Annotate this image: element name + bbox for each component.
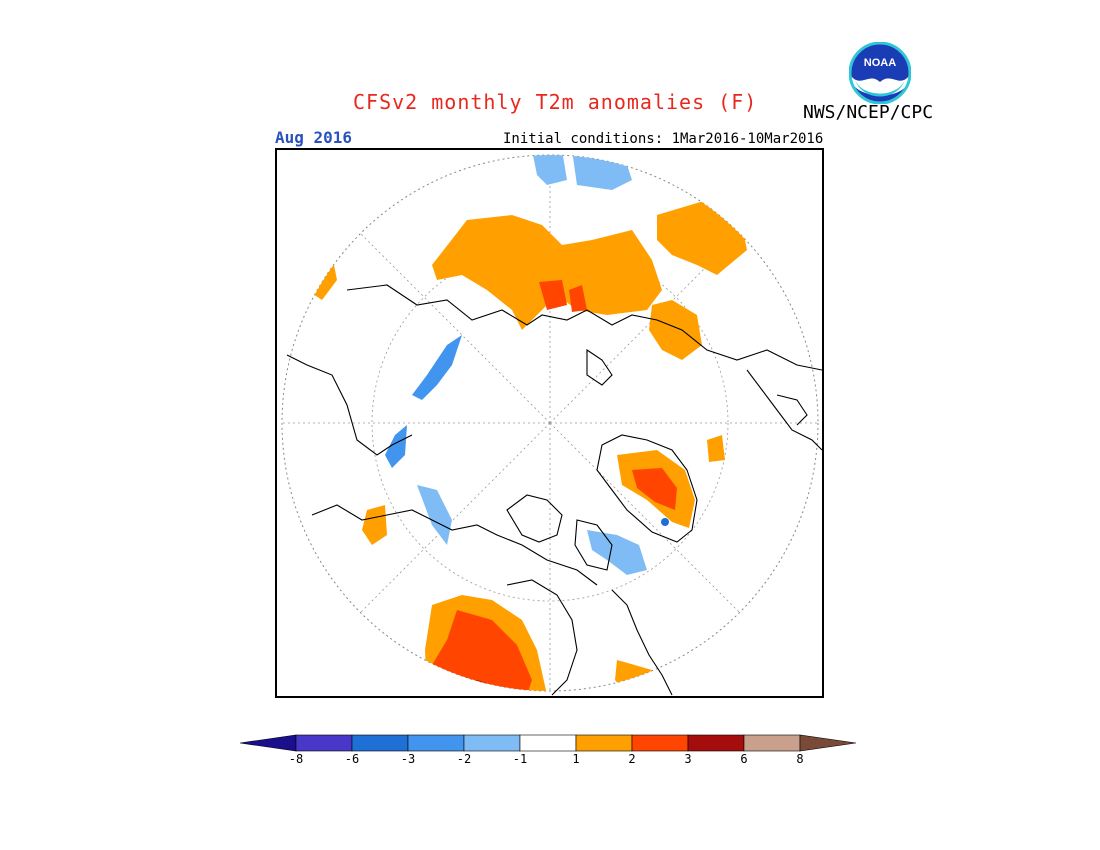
- colorbar-box: [351, 734, 409, 752]
- anomaly-shading: [307, 155, 747, 691]
- coast-eurasia: [346, 284, 822, 371]
- warm-anomaly-siberia-hot: [539, 280, 567, 310]
- colorbar-box: [295, 734, 353, 752]
- warm-anomaly-greenland-hot: [632, 468, 677, 510]
- agency-label: NWS/NCEP/CPC: [803, 102, 934, 123]
- map-boundary-circle: [281, 154, 819, 692]
- colorbar-box: [687, 734, 745, 752]
- forecast-month: Aug 2016: [275, 128, 353, 147]
- warm-anomaly-siberia-hot-2: [569, 285, 587, 312]
- colorbar-tick-label: 8: [796, 752, 804, 766]
- colorbar-box: [575, 734, 633, 752]
- cool-anomaly-baffin: [587, 530, 647, 575]
- colorbar-tick-label: -3: [400, 752, 416, 766]
- warm-anomaly-alaska: [307, 255, 337, 300]
- warm-anomaly-scandinavia: [649, 300, 702, 360]
- coast-canada-arctic: [506, 494, 563, 543]
- coast-hudson: [506, 579, 578, 696]
- coast-alaska: [311, 504, 598, 586]
- coast-labrador: [611, 589, 673, 696]
- cool-anomaly-hudson: [417, 485, 452, 545]
- coast-greenland: [596, 434, 698, 543]
- noaa-logo: NOAA: [849, 42, 911, 104]
- coast-europe-west: [776, 394, 808, 426]
- coast-novaya: [586, 348, 613, 386]
- cool-anomaly-north: [532, 155, 567, 185]
- colorbar-box: [463, 734, 521, 752]
- colorbar-tick-label: 3: [684, 752, 692, 766]
- coastlines: [286, 284, 822, 696]
- polar-map: [281, 154, 822, 696]
- colorbar-arrow-right: [799, 734, 857, 752]
- colorbar-labels: -8 -6 -3 -2 -1 1 2 3 6 8: [0, 752, 1100, 770]
- warm-anomaly-europe: [657, 200, 747, 275]
- initial-conditions: Initial conditions: 1Mar2016-10Mar2016: [503, 131, 824, 147]
- warm-anomaly-siberia: [432, 215, 662, 330]
- colorbar-tick-label: -6: [344, 752, 360, 766]
- colorbar-tick-label: -8: [288, 752, 304, 766]
- colorbar-tick-label: 6: [740, 752, 748, 766]
- logo-text: NOAA: [864, 57, 896, 69]
- colorbar-box: [519, 734, 577, 752]
- cool-anomaly-spot: [661, 518, 669, 526]
- map-frame: [275, 148, 824, 698]
- colorbar-box: [743, 734, 801, 752]
- colorbar-arrow-left: [240, 734, 297, 752]
- colorbar-tick-label: 2: [628, 752, 636, 766]
- warm-anomaly-pacific: [362, 505, 387, 545]
- coast-baffin: [574, 519, 613, 571]
- cool-anomaly-north-2: [572, 155, 632, 190]
- colorbar-box: [631, 734, 689, 752]
- cool-anomaly-west-coast: [412, 335, 462, 400]
- colorbar-box: [407, 734, 465, 752]
- cool-anomaly-west-coast-2: [385, 425, 407, 468]
- colorbar-tick-label: -1: [512, 752, 528, 766]
- coast-east-asia: [286, 354, 413, 456]
- latitude-circle: [371, 244, 729, 602]
- colorbar-tick-label: -2: [456, 752, 472, 766]
- chart-title: CFSv2 monthly T2m anomalies (F): [353, 90, 758, 114]
- colorbar-tick-label: 1: [572, 752, 580, 766]
- colorbar: [240, 734, 857, 752]
- warm-anomaly-canada-hot: [432, 610, 532, 691]
- warm-anomaly-iceland: [707, 435, 725, 462]
- coast-scandinavia: [746, 369, 822, 451]
